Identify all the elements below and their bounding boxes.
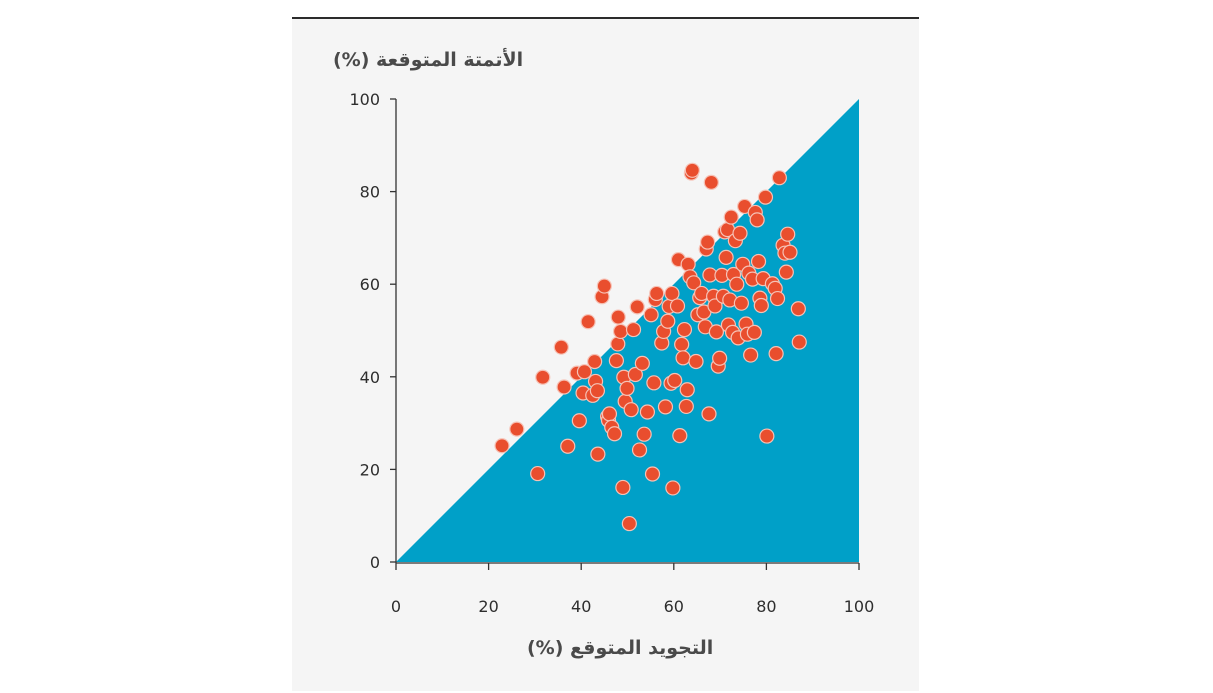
x-axis-title: التجويد المتوقع (%) <box>527 637 714 659</box>
data-point <box>606 426 623 442</box>
x-tick-label: 60 <box>664 597 684 616</box>
data-point <box>782 244 798 260</box>
data-point <box>759 428 775 444</box>
data-point <box>639 404 656 420</box>
data-point <box>757 189 774 205</box>
data-point <box>612 323 629 340</box>
data-point <box>703 174 719 190</box>
data-point <box>750 253 767 270</box>
data-point <box>688 353 704 370</box>
chart-panel: الأتمتة المتوقعة (%) 0 20 40 60 80 100 0 20 40 6… <box>292 17 919 691</box>
data-point <box>676 321 693 338</box>
data-point <box>553 339 569 355</box>
data-point <box>712 350 728 366</box>
data-point <box>535 369 551 385</box>
data-point <box>494 438 510 454</box>
data-point <box>631 442 648 458</box>
data-point <box>667 372 683 389</box>
data-point <box>596 278 612 294</box>
data-point <box>625 321 642 338</box>
data-point <box>669 298 686 314</box>
data-point <box>644 466 661 482</box>
data-point <box>768 346 784 362</box>
data-point <box>723 209 739 225</box>
data-point <box>571 413 587 429</box>
data-point <box>674 336 690 352</box>
data-point <box>732 225 748 241</box>
data-point <box>746 324 762 340</box>
data-point <box>749 212 765 228</box>
data-point <box>610 336 626 352</box>
data-point <box>621 515 637 532</box>
data-point <box>729 276 745 292</box>
data-point <box>684 162 700 178</box>
data-point <box>678 398 694 415</box>
data-point <box>646 375 662 391</box>
y-tick-label: 80 <box>360 183 380 202</box>
data-point <box>580 314 596 330</box>
data-point <box>733 295 749 311</box>
data-point <box>660 313 676 329</box>
y-tick-label: 20 <box>360 460 380 479</box>
x-tick-label: 0 <box>391 597 401 616</box>
data-point <box>701 406 717 422</box>
data-point <box>718 249 734 265</box>
data-point <box>680 256 696 272</box>
data-point <box>657 399 674 415</box>
data-point <box>627 366 643 383</box>
data-point <box>610 309 626 325</box>
data-point <box>679 382 695 398</box>
data-point <box>619 380 635 396</box>
data-point <box>560 438 576 454</box>
data-point <box>780 226 796 242</box>
data-point <box>608 352 624 369</box>
data-point <box>643 307 659 323</box>
y-tick-label: 0 <box>370 553 380 572</box>
data-point <box>708 324 724 340</box>
data-point <box>530 465 546 482</box>
x-tick-label: 80 <box>756 597 776 616</box>
data-point <box>769 290 786 307</box>
data-point <box>675 350 691 366</box>
data-point <box>664 285 680 302</box>
data-point <box>665 480 681 496</box>
y-tick-label: 40 <box>360 368 380 387</box>
y-axis-title: الأتمتة المتوقعة (%) <box>333 49 524 71</box>
data-points <box>494 162 807 532</box>
scatter-chart: 0 20 40 60 80 100 0 20 40 60 80 100 <box>349 90 874 616</box>
data-point <box>587 353 603 370</box>
data-point <box>790 301 806 317</box>
data-point <box>590 446 606 462</box>
data-point <box>589 383 606 399</box>
data-point <box>623 402 639 418</box>
data-point <box>672 428 688 444</box>
data-point <box>636 426 652 442</box>
data-point <box>556 379 572 395</box>
data-point <box>771 170 787 186</box>
data-point <box>791 334 807 350</box>
data-point <box>686 275 702 291</box>
data-point <box>743 347 759 363</box>
data-point <box>707 298 723 314</box>
data-point <box>634 355 650 371</box>
data-point <box>615 479 631 496</box>
y-axis-ticks: 0 20 40 60 80 100 <box>349 90 396 572</box>
data-point <box>576 364 593 380</box>
data-point <box>753 297 769 314</box>
y-tick-label: 60 <box>360 275 380 294</box>
data-point <box>699 234 716 250</box>
x-tick-label: 100 <box>844 597 875 616</box>
x-tick-label: 20 <box>478 597 498 616</box>
data-point <box>629 299 645 315</box>
data-point <box>778 264 794 280</box>
x-axis-ticks: 0 20 40 60 80 100 <box>391 563 874 616</box>
x-tick-label: 40 <box>571 597 591 616</box>
data-point <box>601 406 618 422</box>
data-point <box>649 285 665 302</box>
y-tick-label: 100 <box>349 90 380 109</box>
data-point <box>509 421 525 437</box>
